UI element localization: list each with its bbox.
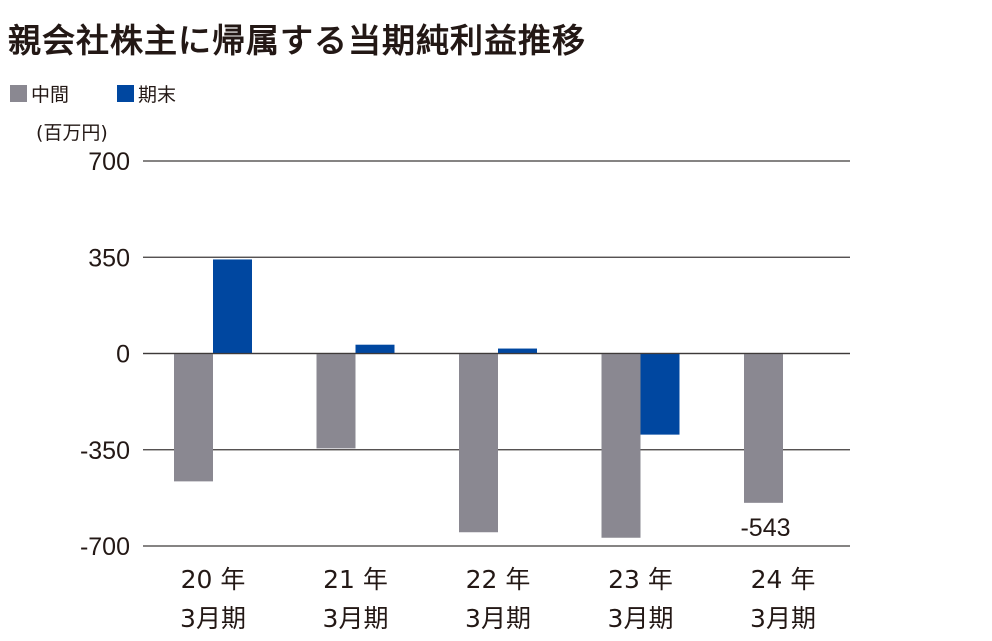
legend-swatch-yearend — [117, 85, 135, 102]
x-category-label: 3月期 — [750, 604, 816, 633]
data-label: -543 — [740, 514, 790, 542]
legend: 中間 期末 — [10, 80, 224, 107]
x-category-label: 3月期 — [465, 604, 531, 633]
x-category-label: 24 年 — [751, 565, 816, 594]
x-category-label: 3月期 — [323, 604, 389, 633]
x-category-label: 3月期 — [608, 604, 674, 633]
y-tick-label: 700 — [88, 148, 130, 176]
x-category-label: 3月期 — [180, 604, 246, 633]
x-category-label: 23 年 — [608, 565, 673, 594]
y-axis-unit-label: (百万円) — [36, 122, 108, 144]
y-tick-label: 350 — [88, 244, 130, 272]
legend-label-interim: 中間 — [31, 84, 70, 106]
y-tick-label: 0 — [116, 341, 130, 369]
legend-item-yearend: 期末 — [117, 80, 176, 107]
bar-interim — [316, 353, 356, 449]
bar-interim — [601, 353, 641, 538]
y-tick-label: -350 — [80, 437, 130, 465]
legend-swatch-interim — [10, 85, 27, 102]
x-category-label: 22 年 — [466, 565, 531, 594]
x-category-label: 20 年 — [181, 565, 246, 594]
bar-yearend — [213, 259, 252, 354]
bar-interim — [459, 353, 498, 533]
bar-interim — [744, 353, 783, 503]
y-tick-label: -700 — [80, 533, 130, 561]
legend-label-yearend: 期末 — [138, 84, 177, 106]
x-category-label: 21 年 — [323, 565, 388, 594]
chart-title: 親会社株主に帰属する当期純利益推移 — [8, 21, 586, 60]
bar-interim — [174, 353, 213, 482]
legend-item-interim: 中間 — [10, 80, 69, 107]
bar-yearend — [498, 348, 537, 354]
bar-yearend — [640, 353, 680, 435]
bar-yearend — [355, 344, 395, 354]
